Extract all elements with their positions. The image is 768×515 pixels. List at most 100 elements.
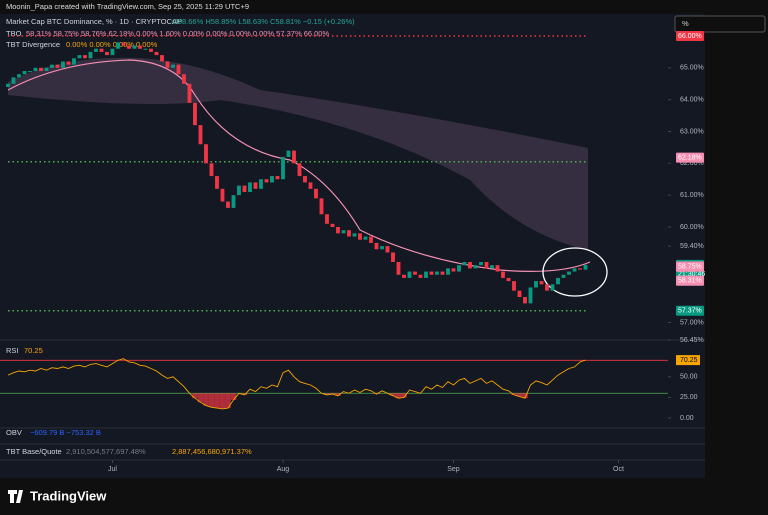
candle [545, 284, 549, 291]
candle [132, 45, 137, 49]
candle [528, 287, 533, 304]
oversold-fill [214, 393, 220, 409]
candle [435, 271, 439, 275]
candle [154, 51, 159, 56]
candle [385, 246, 390, 253]
price-tag [676, 261, 704, 272]
candle [275, 176, 280, 180]
candle [561, 274, 566, 278]
candle [363, 236, 368, 240]
candle [429, 271, 434, 275]
candle [237, 185, 241, 196]
legend-tbt-values: 0.00% 0.00% 0.00% 0.00% [66, 40, 158, 49]
oversold-fill [401, 393, 407, 398]
candle [17, 74, 21, 78]
rsi-line [7, 358, 586, 410]
candle [391, 252, 395, 263]
candle [319, 198, 324, 215]
legend-rsi-value: 70.25 [24, 346, 43, 355]
y-tick-label: 25.00 [680, 394, 698, 401]
candle [352, 233, 357, 237]
candle [468, 262, 472, 269]
x-tick-label: Oct [613, 466, 624, 473]
candle [374, 242, 379, 250]
y-tick-label: 0.00 [680, 415, 694, 422]
candle [451, 268, 456, 272]
candle [242, 185, 247, 192]
candle [99, 48, 104, 52]
tbo-cloud [8, 57, 588, 251]
candle [330, 223, 335, 227]
legend-tbt: TBT Divergence [6, 40, 60, 49]
candle [193, 102, 197, 126]
candle [512, 281, 516, 291]
oversold-fill [230, 393, 237, 400]
oversold-fill [390, 393, 396, 396]
candle [55, 64, 60, 68]
candle [94, 48, 98, 52]
oversold-fill [192, 393, 198, 399]
candle [336, 226, 340, 234]
candle [226, 201, 230, 208]
candle [127, 45, 131, 49]
oversold-fill [225, 393, 231, 409]
candle [160, 55, 164, 62]
price-tag-label: 66.00% [678, 33, 702, 40]
candle [517, 290, 522, 298]
y-tick-label: 61.00% [680, 192, 704, 199]
candle [479, 262, 483, 266]
oversold-fill [324, 393, 330, 395]
candle [187, 83, 192, 103]
legend-symbol: Market Cap BTC Dominance, % · 1D · CRYPT… [6, 17, 182, 26]
oversold-fill [511, 393, 517, 395]
candle [484, 262, 489, 269]
candle [33, 67, 38, 72]
legend-tbt-bq-2: 2,887,456,680,971.37% [172, 447, 252, 456]
legend-tbt-bq: TBT Base/Quote [6, 447, 62, 456]
candle [358, 233, 362, 240]
legend-tbo: TBO [6, 29, 22, 38]
candle [297, 163, 302, 177]
legend-rsi: RSI [6, 346, 19, 355]
candle [88, 51, 93, 59]
y-tick-label: 62.00% [680, 160, 704, 167]
candle [347, 230, 351, 237]
oversold-fill [197, 393, 204, 403]
candle [22, 71, 27, 75]
candle [539, 281, 544, 285]
candle [396, 262, 401, 275]
candle [270, 176, 274, 183]
countdown-tag [676, 269, 704, 279]
candle [550, 284, 555, 291]
candle [50, 64, 54, 68]
oversold-fill [241, 393, 248, 395]
candle [44, 67, 49, 72]
candle [83, 55, 87, 59]
candle [369, 236, 373, 243]
search-box[interactable] [674, 15, 766, 33]
oversold-fill [335, 393, 341, 396]
y-tick-label: 59.40% [680, 243, 704, 250]
y-tick-label: 64.00% [680, 97, 704, 104]
candle [209, 163, 214, 177]
candle [66, 61, 71, 65]
candle [424, 271, 428, 278]
price-tag-label: 62.18% [678, 154, 702, 161]
price-tag [676, 152, 704, 163]
countdown: 21:30:46 [678, 271, 705, 278]
x-tick-label: Sep [447, 466, 460, 473]
candle [501, 271, 505, 278]
candle [567, 271, 571, 275]
candle [198, 125, 203, 145]
oversold-fill [522, 393, 528, 399]
legend-tbo-values: 58.31% 58.75% 58.76% 62.18% 0.00% 1.60% … [26, 29, 329, 38]
candle [380, 246, 384, 250]
candle [165, 61, 170, 68]
y-tick-label: 57.00% [680, 319, 704, 326]
candle [495, 265, 500, 272]
y-tick-label: 63.00% [680, 128, 704, 135]
candle [578, 268, 582, 270]
candle [402, 274, 406, 278]
candle [407, 271, 412, 278]
